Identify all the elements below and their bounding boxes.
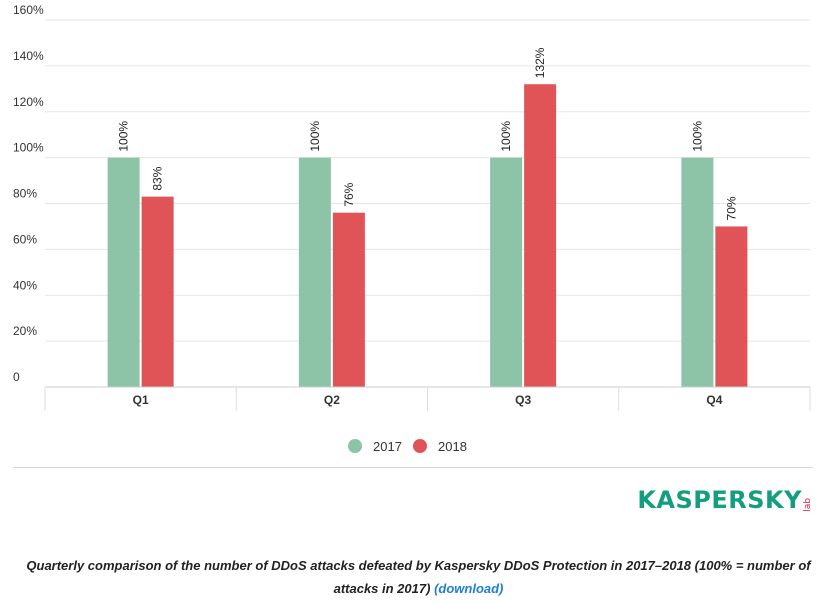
data-labels: 100% 83% 100% 76% 100% 132% 100% 70%: [117, 47, 739, 220]
download-link[interactable]: (download): [434, 581, 504, 596]
y-tick-label: 0: [13, 370, 20, 384]
legend-swatch-2017[interactable]: [348, 439, 362, 453]
bar-2018-Q3[interactable]: [524, 84, 557, 387]
bar-2018-Q4[interactable]: [715, 226, 748, 387]
y-tick-label: 80%: [13, 187, 37, 201]
data-label: 76%: [342, 182, 356, 206]
logo-lab-text: lab: [803, 498, 813, 512]
y-tick-label: 100%: [13, 141, 44, 155]
caption-text: Quarterly comparison of the number of DD…: [26, 558, 811, 596]
figure-caption: Quarterly comparison of the number of DD…: [20, 554, 817, 600]
bar-2017-Q1[interactable]: [107, 157, 140, 387]
y-tick-label: 120%: [13, 95, 44, 109]
bar-2018-Q2[interactable]: [332, 212, 365, 387]
x-tick-label: Q4: [706, 393, 722, 407]
data-label: 70%: [724, 196, 738, 220]
bar-2017-Q2[interactable]: [298, 157, 331, 387]
bar-chart: 020%40%60%80%100%120%140%160% 100%83%100…: [13, 3, 811, 454]
bar-2017-Q4[interactable]: [681, 157, 714, 387]
x-tick-label: Q1: [133, 393, 149, 407]
bar-2018-Q1[interactable]: [141, 196, 174, 387]
bars: [107, 84, 748, 387]
kaspersky-lab-logo: KASPERSKY lab: [637, 488, 813, 512]
y-axis-tick-labels: 0 20% 40% 60% 80% 100% 120% 140% 160%: [13, 3, 44, 384]
data-label: 100%: [308, 121, 322, 152]
logo-wordmark: KASPERSKY: [637, 486, 802, 514]
legend-label[interactable]: 2017: [373, 439, 402, 454]
x-tick-label: Q2: [324, 393, 340, 407]
data-label: 132%: [533, 47, 547, 78]
y-tick-label: 60%: [13, 232, 37, 246]
data-label: 100%: [690, 121, 704, 152]
data-label: 83%: [151, 166, 165, 190]
x-tick-label: Q3: [515, 393, 531, 407]
y-tick-label: 140%: [13, 49, 44, 63]
data-label: 100%: [499, 121, 513, 152]
data-label: 100%: [117, 121, 131, 152]
divider: [13, 467, 813, 468]
bar-2017-Q3[interactable]: [490, 157, 523, 387]
legend-swatch-2018[interactable]: [413, 439, 427, 453]
legend[interactable]: 2017 2018: [348, 439, 467, 454]
x-axis: Q1 Q2 Q3 Q4: [44, 386, 811, 411]
y-tick-label: 40%: [13, 278, 37, 292]
y-tick-label: 20%: [13, 324, 37, 338]
legend-label[interactable]: 2018: [438, 439, 467, 454]
y-tick-label: 160%: [13, 3, 44, 17]
